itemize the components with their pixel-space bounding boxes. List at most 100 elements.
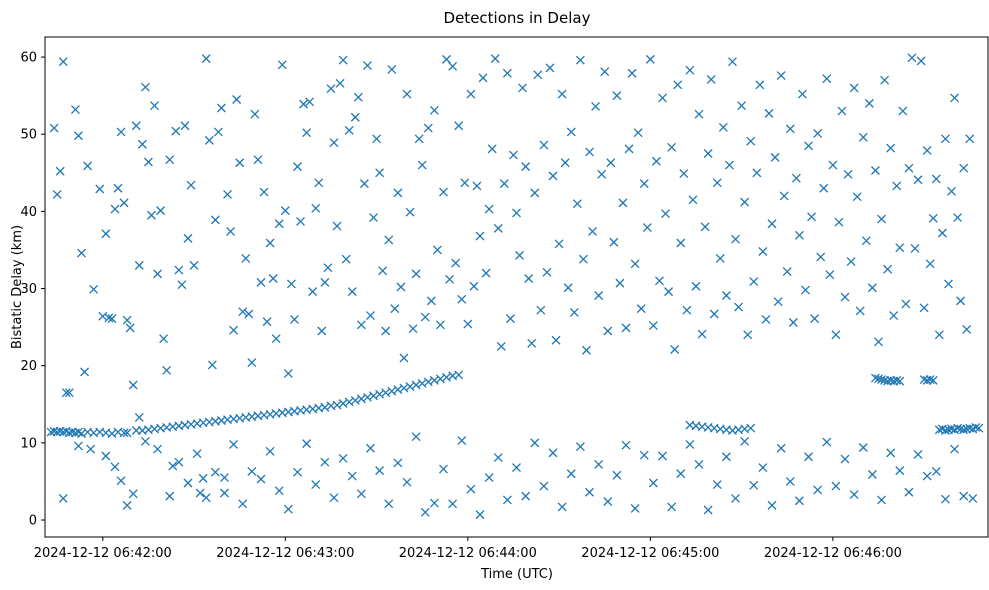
data-point: [840, 292, 850, 302]
data-point: [429, 498, 439, 508]
data-point: [673, 80, 683, 90]
data-point: [140, 436, 150, 446]
data-point: [311, 480, 321, 489]
data-point: [289, 314, 299, 324]
data-point: [858, 132, 868, 142]
data-point: [122, 500, 132, 510]
data-point: [554, 239, 564, 249]
data-point: [810, 314, 820, 324]
data-point: [776, 443, 786, 453]
data-point: [712, 178, 722, 188]
data-point: [454, 370, 464, 380]
data-point: [588, 226, 598, 236]
data-point: [697, 329, 707, 339]
data-point: [883, 264, 893, 274]
data-point: [922, 471, 932, 481]
data-point: [183, 478, 193, 488]
data-point: [420, 507, 430, 517]
data-point: [737, 101, 747, 111]
data-point: [329, 493, 339, 503]
data-point: [426, 296, 436, 306]
data-point: [201, 54, 211, 64]
data-point: [435, 320, 445, 330]
data-point: [825, 270, 835, 280]
data-point: [682, 305, 692, 315]
data-point: [864, 98, 874, 108]
data-point: [347, 287, 357, 297]
data-point: [609, 237, 619, 247]
data-point: [356, 320, 366, 330]
data-point: [417, 160, 427, 170]
data-point: [381, 326, 391, 336]
data-point: [143, 157, 153, 167]
data-point: [128, 489, 138, 499]
data-point: [58, 493, 68, 503]
data-point: [359, 179, 369, 189]
data-point: [630, 503, 640, 513]
data-point: [752, 168, 762, 178]
data-point: [49, 123, 59, 133]
data-point: [372, 134, 382, 144]
data-point: [64, 388, 74, 398]
data-point: [448, 61, 458, 71]
data-point: [116, 476, 126, 486]
data-point: [52, 189, 62, 199]
data-point: [645, 54, 655, 64]
data-point: [679, 169, 689, 179]
data-point: [448, 499, 458, 509]
data-point: [226, 226, 236, 236]
data-point: [691, 281, 701, 291]
data-point: [624, 144, 634, 154]
data-point: [828, 160, 838, 170]
data-point: [305, 97, 315, 107]
data-point: [302, 439, 312, 449]
data-point: [560, 158, 570, 168]
data-point: [216, 103, 226, 113]
data-point: [229, 325, 239, 335]
data-point: [366, 443, 375, 453]
y-tick-label: 10: [20, 436, 37, 451]
data-point: [849, 490, 859, 500]
data-point: [423, 123, 433, 133]
data-point: [508, 150, 518, 160]
data-point: [308, 287, 318, 297]
data-point: [928, 375, 938, 385]
data-point: [591, 101, 601, 111]
data-point: [801, 285, 810, 295]
data-point: [165, 491, 175, 501]
data-point: [603, 326, 613, 336]
data-point: [767, 219, 777, 229]
data-point: [782, 267, 792, 277]
data-point: [822, 74, 832, 84]
data-point: [889, 311, 899, 321]
data-point: [83, 161, 93, 171]
data-point: [362, 61, 372, 71]
data-point: [648, 478, 658, 488]
x-tick-label: 2024-12-12 06:45:00: [581, 546, 719, 561]
data-point: [320, 457, 330, 467]
data-point: [578, 254, 588, 264]
data-point: [585, 487, 594, 497]
data-point: [764, 108, 774, 118]
data-point: [703, 149, 713, 158]
data-point: [247, 466, 257, 476]
data-point: [375, 168, 385, 178]
data-point: [460, 178, 470, 188]
data-point: [490, 54, 500, 64]
data-point: [959, 163, 969, 173]
data-point: [536, 305, 546, 315]
data-point: [895, 466, 905, 476]
data-point: [971, 422, 981, 432]
data-point: [332, 221, 342, 231]
data-point: [575, 442, 585, 452]
data-point: [953, 213, 963, 223]
y-tick-label: 0: [29, 514, 37, 529]
data-point: [904, 163, 914, 173]
data-point: [107, 314, 117, 324]
data-point: [119, 198, 129, 208]
data-point: [101, 229, 111, 239]
data-point: [919, 303, 929, 313]
y-tick-label: 20: [20, 359, 37, 374]
data-point: [171, 126, 181, 136]
data-point: [928, 213, 938, 223]
